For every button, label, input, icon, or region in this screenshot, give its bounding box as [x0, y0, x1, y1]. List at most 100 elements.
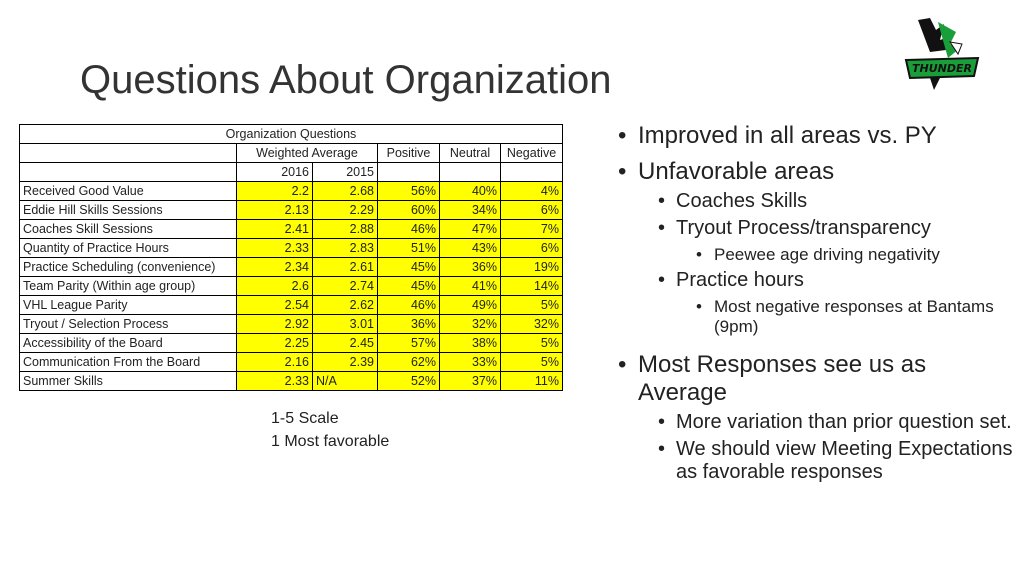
value-negative: 4% — [500, 181, 563, 201]
value-2015: 2.62 — [312, 295, 378, 315]
scale-note: 1-5 Scale 1 Most favorable — [271, 407, 389, 453]
bullet-meeting-expectations: • We should view Meeting Expectations as… — [618, 438, 1018, 484]
value-positive: 57% — [377, 333, 440, 353]
value-2015: N/A — [312, 371, 378, 391]
value-positive: 62% — [377, 352, 440, 372]
table-row: Received Good Value 2.2 2.68 56% 40% 4% — [19, 181, 563, 201]
value-neutral: 32% — [439, 314, 501, 334]
bullet-tryout: • Tryout Process/transparency — [618, 217, 1018, 240]
bullet-dot-icon: • — [618, 158, 627, 185]
slide-title: Questions About Organization — [80, 58, 612, 102]
bullet-dot-icon: • — [658, 438, 666, 460]
table-row: Tryout / Selection Process 2.92 3.01 36%… — [19, 314, 563, 334]
header-negative: Negative — [500, 143, 563, 163]
value-2016: 2.33 — [236, 238, 313, 258]
value-2016: 2.25 — [236, 333, 313, 353]
bullet-dot-icon: • — [658, 217, 666, 239]
value-neutral: 47% — [439, 219, 501, 239]
bullet-dot-icon: • — [696, 245, 702, 264]
value-negative: 11% — [500, 371, 563, 391]
value-2015: 2.61 — [312, 257, 378, 277]
bullet-text: Coaches Skills — [676, 190, 808, 212]
row-label: Summer Skills — [19, 371, 237, 391]
header-weighted-average: Weighted Average — [236, 143, 378, 163]
header-2015: 2015 — [312, 162, 378, 182]
value-2015: 2.29 — [312, 200, 378, 220]
row-label: Tryout / Selection Process — [19, 314, 237, 334]
value-neutral: 40% — [439, 181, 501, 201]
bullet-text: Tryout Process/transparency — [676, 217, 931, 239]
table-row: Eddie Hill Skills Sessions 2.13 2.29 60%… — [19, 200, 563, 220]
row-label: Received Good Value — [19, 181, 237, 201]
bullet-most-responses: • Most Responses see us as Average — [618, 351, 1018, 407]
value-negative: 7% — [500, 219, 563, 239]
value-2016: 2.16 — [236, 352, 313, 372]
row-label: Quantity of Practice Hours — [19, 238, 237, 258]
scale-note-line1: 1-5 Scale — [271, 410, 339, 427]
row-label: VHL League Parity — [19, 295, 237, 315]
value-neutral: 41% — [439, 276, 501, 296]
value-neutral: 33% — [439, 352, 501, 372]
value-neutral: 38% — [439, 333, 501, 353]
bullet-practice-hours: • Practice hours — [618, 269, 1018, 292]
value-2015: 2.45 — [312, 333, 378, 353]
row-label: Eddie Hill Skills Sessions — [19, 200, 237, 220]
table-row: Communication From the Board 2.16 2.39 6… — [19, 352, 563, 372]
row-label: Coaches Skill Sessions — [19, 219, 237, 239]
value-2016: 2.34 — [236, 257, 313, 277]
bullet-dot-icon: • — [696, 297, 702, 316]
value-negative: 6% — [500, 200, 563, 220]
value-2016: 2.33 — [236, 371, 313, 391]
value-negative: 32% — [500, 314, 563, 334]
table-row: Accessibility of the Board 2.25 2.45 57%… — [19, 333, 563, 353]
value-negative: 5% — [500, 352, 563, 372]
value-2016: 2.92 — [236, 314, 313, 334]
bullet-unfavorable: • Unfavorable areas — [618, 158, 1018, 186]
value-2016: 2.41 — [236, 219, 313, 239]
thunder-logo-icon: THUNDER — [904, 18, 980, 90]
header-neutral: Neutral — [439, 143, 501, 163]
year-empty-cell — [377, 162, 440, 182]
bullet-dot-icon: • — [658, 411, 666, 433]
year-empty-cell — [19, 162, 237, 182]
svg-text:THUNDER: THUNDER — [912, 62, 972, 75]
bullet-dot-icon: • — [618, 122, 627, 149]
table-row: Practice Scheduling (convenience) 2.34 2… — [19, 257, 563, 277]
table-row: Summer Skills 2.33 N/A 52% 37% 11% — [19, 371, 563, 391]
scale-note-line2: 1 Most favorable — [271, 433, 390, 450]
value-negative: 6% — [500, 238, 563, 258]
value-2015: 2.74 — [312, 276, 378, 296]
bullet-text: Peewee age driving negativity — [714, 245, 940, 264]
value-2016: 2.54 — [236, 295, 313, 315]
year-empty-cell — [500, 162, 563, 182]
value-negative: 5% — [500, 295, 563, 315]
bullet-text: Most Responses see us as Average — [638, 351, 927, 406]
value-negative: 19% — [500, 257, 563, 277]
value-neutral: 34% — [439, 200, 501, 220]
bullet-improved: • Improved in all areas vs. PY — [618, 122, 1018, 150]
value-positive: 45% — [377, 276, 440, 296]
table-row: VHL League Parity 2.54 2.62 46% 49% 5% — [19, 295, 563, 315]
value-positive: 51% — [377, 238, 440, 258]
value-positive: 46% — [377, 219, 440, 239]
row-label: Team Parity (Within age group) — [19, 276, 237, 296]
value-2015: 2.83 — [312, 238, 378, 258]
table-row: Team Parity (Within age group) 2.6 2.74 … — [19, 276, 563, 296]
bullet-coaches-skills: • Coaches Skills — [618, 190, 1018, 213]
bullet-bantams: • Most negative responses at Bantams (9p… — [618, 297, 1018, 337]
bullet-text: Most negative responses at Bantams (9pm) — [714, 297, 994, 336]
header-positive: Positive — [377, 143, 440, 163]
bullet-dot-icon: • — [658, 190, 666, 212]
value-negative: 5% — [500, 333, 563, 353]
table-header-row: Weighted Average Positive Neutral Negati… — [19, 143, 563, 163]
value-neutral: 37% — [439, 371, 501, 391]
bullet-peewee: • Peewee age driving negativity — [618, 245, 1018, 265]
table-caption: Organization Questions — [19, 124, 563, 144]
value-2015: 2.39 — [312, 352, 378, 372]
value-2015: 2.88 — [312, 219, 378, 239]
value-positive: 52% — [377, 371, 440, 391]
bullet-text: More variation than prior question set. — [676, 411, 1012, 433]
value-2016: 2.13 — [236, 200, 313, 220]
table-row: Coaches Skill Sessions 2.41 2.88 46% 47%… — [19, 219, 563, 239]
bullet-text: Unfavorable areas — [638, 158, 835, 185]
